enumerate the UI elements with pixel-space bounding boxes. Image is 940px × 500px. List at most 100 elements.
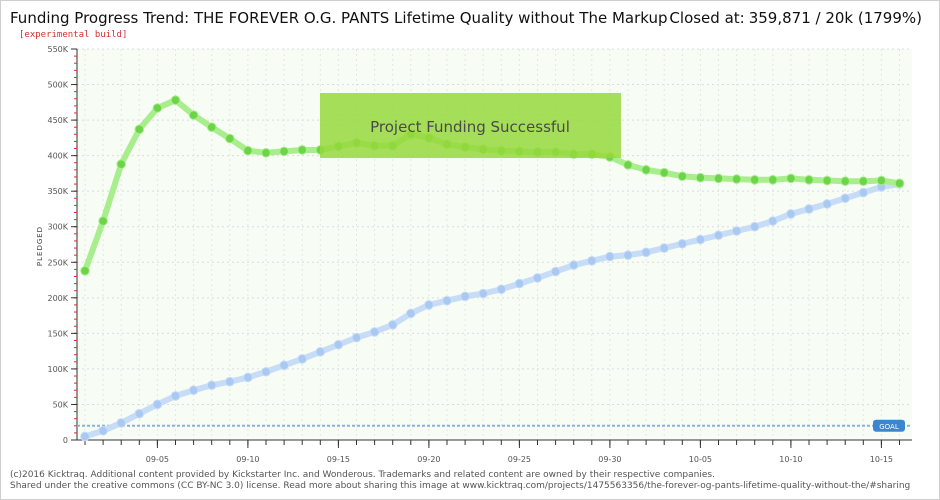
- closed-summary: Closed at: 359,871 / 20k (1799%): [665, 9, 922, 27]
- pledged-point: [804, 175, 814, 185]
- pledged-point: [243, 145, 253, 156]
- y-axis-label: PLEDGED: [36, 226, 44, 266]
- y-tick-label: 0: [63, 436, 68, 445]
- pledged-point: [786, 173, 796, 184]
- trend-point: [496, 284, 507, 295]
- y-tick-label: 200K: [47, 294, 68, 303]
- trend-point: [659, 243, 670, 253]
- x-tick-label: 09-20: [417, 455, 440, 464]
- trend-point: [804, 204, 814, 214]
- y-tick-label: 400K: [47, 152, 68, 161]
- pledged-point: [858, 176, 869, 187]
- pledged-point: [641, 165, 651, 175]
- trend-point: [532, 273, 543, 283]
- trend-point: [713, 230, 724, 241]
- y-tick-label: 100K: [47, 365, 68, 374]
- x-tick-label: 09-30: [598, 455, 621, 464]
- pledged-point: [768, 175, 778, 185]
- success-banner-text: Project Funding Successful: [370, 118, 570, 136]
- trend-point: [369, 327, 380, 337]
- pledged-point: [713, 173, 724, 184]
- trend-point: [587, 256, 597, 266]
- trend-point: [424, 300, 434, 310]
- trend-point: [695, 234, 706, 245]
- pledged-point: [822, 175, 832, 186]
- trend-point: [188, 385, 199, 396]
- trend-point: [279, 360, 289, 371]
- trend-point: [225, 376, 235, 387]
- goal-badge-label: GOAL: [879, 423, 899, 431]
- pledged-point: [876, 175, 887, 186]
- trend-point: [261, 366, 271, 377]
- trend-point: [858, 187, 869, 198]
- footer-copyright: (c)2016 Kicktraq. Additional content pro…: [10, 470, 715, 480]
- trend-point: [442, 295, 452, 306]
- trend-point: [134, 408, 145, 419]
- pledged-point: [152, 103, 163, 113]
- trend-point: [641, 247, 651, 258]
- trend-point: [406, 308, 416, 319]
- pledged-point: [261, 147, 271, 158]
- trend-point: [152, 399, 163, 410]
- success-banner: [320, 93, 621, 158]
- pledged-point: [659, 167, 670, 178]
- trend-point: [749, 221, 760, 232]
- trend-point: [677, 238, 688, 249]
- pledged-point: [894, 178, 905, 189]
- pledged-point: [116, 159, 126, 169]
- trend-line: [82, 181, 903, 440]
- trend-point: [116, 418, 126, 428]
- trend-point: [478, 288, 489, 299]
- y-tick-label: 300K: [47, 223, 68, 232]
- pledged-point: [297, 145, 308, 155]
- pledged-point: [80, 266, 90, 276]
- trend-point: [80, 431, 90, 442]
- trend-point: [568, 260, 579, 270]
- trend-point: [315, 347, 326, 357]
- pledged-point: [840, 176, 851, 187]
- y-tick-label: 250K: [47, 258, 68, 267]
- x-tick-label: 09-15: [327, 455, 350, 464]
- trend-point: [297, 354, 308, 364]
- y-tick-label: 550K: [47, 45, 68, 54]
- x-tick-label: 09-25: [508, 455, 531, 464]
- y-tick-label: 50K: [53, 400, 69, 409]
- pledged-point: [206, 122, 217, 132]
- trend-point: [243, 372, 253, 383]
- trend-point: [768, 216, 778, 226]
- pledged-point: [225, 133, 235, 144]
- trend-point: [731, 226, 742, 236]
- pledged-point: [749, 175, 760, 185]
- y-tick-label: 450K: [47, 116, 68, 125]
- pledged-point: [695, 172, 706, 183]
- x-tick-label: 10-10: [779, 455, 802, 464]
- closed-label: Closed at:: [669, 9, 745, 27]
- build-label: [experimental build]: [19, 30, 128, 40]
- footer-license: Shared under the creative commons (CC BY…: [10, 481, 911, 491]
- trend-point: [623, 250, 633, 260]
- footer: (c)2016 Kicktraq. Additional content pro…: [10, 470, 910, 492]
- trend-point: [550, 266, 561, 277]
- trend-point: [351, 332, 362, 343]
- y-tick-label: 150K: [47, 329, 68, 338]
- chart-title: Funding Progress Trend: THE FOREVER O.G.…: [10, 9, 668, 27]
- y-tick-label: 350K: [47, 187, 68, 196]
- trend-point: [333, 339, 344, 350]
- trend-point: [387, 320, 398, 330]
- pledged-point: [623, 160, 633, 170]
- pledged-point: [134, 124, 145, 135]
- trend-point: [822, 199, 832, 209]
- x-tick-label: 09-05: [146, 455, 169, 464]
- pledged-point: [98, 216, 108, 226]
- trend-point: [98, 425, 108, 436]
- x-tick-label: 09-10: [236, 455, 259, 464]
- trend-point: [206, 380, 217, 391]
- trend-point: [460, 291, 470, 302]
- pledged-point: [731, 174, 742, 184]
- pledged-point: [188, 110, 199, 120]
- pledged-point: [170, 95, 181, 105]
- x-tick-label: 10-15: [870, 455, 893, 464]
- y-tick-label: 500K: [47, 81, 68, 90]
- pledged-point: [677, 171, 688, 182]
